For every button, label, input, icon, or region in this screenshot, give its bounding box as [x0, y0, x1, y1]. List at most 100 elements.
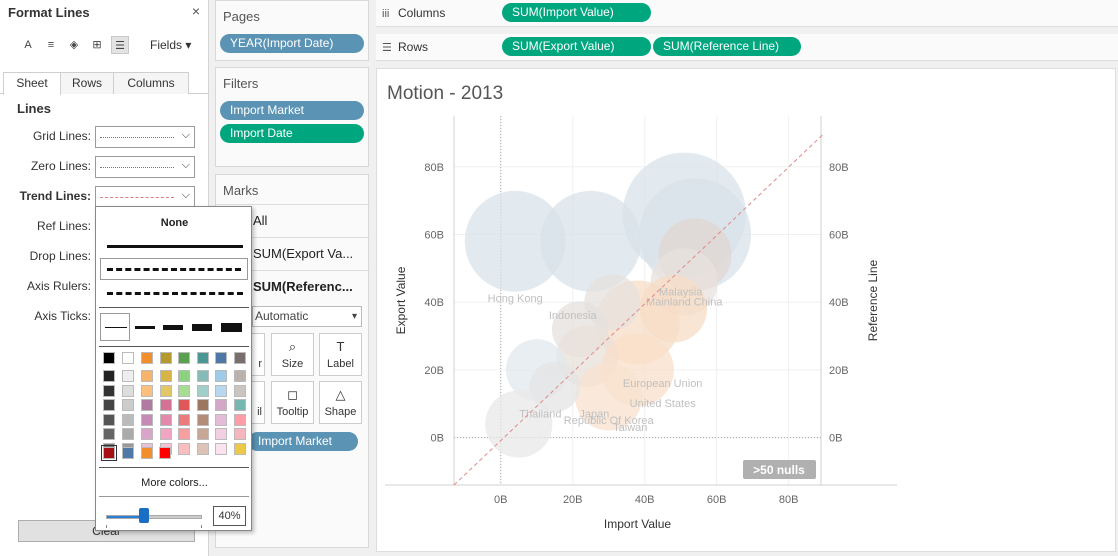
opacity-value-field[interactable]: 40%	[213, 506, 246, 526]
color-swatch[interactable]	[159, 384, 172, 397]
shape-button[interactable]: △ Shape	[319, 381, 362, 424]
size-button[interactable]: ⌕ Size	[271, 333, 314, 376]
color-swatch[interactable]	[103, 352, 115, 364]
rows-pill-reference[interactable]: SUM(Reference Line)	[653, 37, 801, 56]
tab-sheet[interactable]: Sheet	[3, 72, 61, 95]
color-swatch[interactable]	[178, 399, 190, 411]
weight-option-5[interactable]	[221, 323, 242, 332]
more-colors-link[interactable]: More colors...	[141, 477, 208, 489]
color-swatch[interactable]	[122, 413, 134, 426]
color-swatch[interactable]	[233, 352, 246, 364]
color-swatch[interactable]	[103, 370, 115, 382]
weight-option-2[interactable]	[135, 326, 155, 329]
close-icon[interactable]: ×	[191, 3, 200, 19]
fields-dropdown[interactable]: Fields ▾	[150, 38, 191, 52]
color-swatch[interactable]	[196, 442, 209, 455]
color-swatch[interactable]	[103, 413, 115, 426]
color-swatch[interactable]	[178, 384, 190, 397]
borders-icon[interactable]: ⊞	[92, 39, 102, 51]
detail-pill-import-market[interactable]: Import Market	[248, 432, 358, 451]
data-bubble[interactable]	[529, 361, 580, 413]
color-swatch[interactable]	[215, 352, 227, 364]
weight-option-4[interactable]	[192, 324, 212, 331]
color-swatch[interactable]	[141, 413, 153, 426]
marks-row-export[interactable]: SUM(Export Va...	[216, 237, 370, 270]
data-bubble[interactable]	[540, 190, 642, 292]
color-swatch[interactable]	[159, 352, 172, 364]
color-swatch[interactable]	[233, 428, 246, 440]
color-swatch[interactable]	[159, 399, 172, 411]
color-swatch[interactable]	[159, 428, 172, 440]
columns-pill[interactable]: SUM(Import Value)	[502, 3, 651, 22]
color-swatch[interactable]	[141, 370, 153, 382]
recent-color-swatch[interactable]	[141, 447, 153, 459]
color-swatch[interactable]	[159, 370, 172, 382]
color-swatch[interactable]	[141, 428, 153, 440]
color-swatch[interactable]	[215, 370, 227, 382]
color-swatch[interactable]	[196, 384, 209, 397]
color-swatch[interactable]	[178, 370, 190, 382]
color-swatch[interactable]	[103, 384, 115, 397]
color-swatch[interactable]	[233, 442, 246, 455]
pages-pill[interactable]: YEAR(Import Date)	[220, 34, 364, 53]
color-swatch[interactable]	[215, 442, 227, 455]
color-swatch[interactable]	[122, 399, 134, 411]
color-swatch[interactable]	[103, 428, 115, 440]
color-swatch[interactable]	[122, 428, 134, 440]
color-swatch[interactable]	[215, 428, 227, 440]
color-swatch[interactable]	[122, 352, 134, 364]
color-swatch[interactable]	[178, 428, 190, 440]
color-swatch[interactable]	[233, 399, 246, 411]
filter-pill-import-market[interactable]: Import Market	[220, 101, 364, 120]
nulls-badge[interactable]	[743, 460, 816, 479]
dashed-line-option[interactable]	[100, 258, 248, 280]
color-swatch[interactable]	[233, 370, 246, 382]
color-swatch[interactable]	[103, 399, 115, 411]
color-swatch[interactable]	[141, 399, 153, 411]
color-swatch[interactable]	[196, 352, 209, 364]
lines-icon[interactable]: ☰	[111, 36, 129, 54]
color-swatch[interactable]	[178, 442, 190, 455]
color-swatch[interactable]	[122, 370, 134, 382]
color-swatch[interactable]	[215, 413, 227, 426]
label-button[interactable]: T Label	[319, 333, 362, 376]
color-swatch[interactable]	[196, 428, 209, 440]
marks-row-all[interactable]: All	[216, 204, 370, 237]
dotted-line-option[interactable]	[107, 292, 243, 295]
recent-color-swatch[interactable]	[122, 447, 134, 459]
zero-lines-select[interactable]: ⌵	[95, 156, 195, 178]
color-swatch[interactable]	[178, 352, 190, 364]
recent-color-swatch[interactable]	[159, 447, 171, 459]
trend-lines-select[interactable]: ⌵	[95, 186, 195, 208]
weight-option-1[interactable]	[100, 313, 130, 341]
shading-icon[interactable]: ◈	[69, 39, 79, 51]
color-swatch[interactable]	[196, 413, 209, 426]
color-swatch[interactable]	[215, 384, 227, 397]
color-swatch[interactable]	[122, 384, 134, 397]
solid-line-option[interactable]	[107, 245, 243, 248]
recent-color-swatch[interactable]	[101, 445, 117, 461]
trend-line[interactable]	[453, 132, 825, 486]
color-swatch[interactable]	[215, 399, 227, 411]
none-option[interactable]: None	[160, 217, 189, 229]
mark-type-select[interactable]: Automatic ▾	[252, 306, 362, 327]
opacity-slider-thumb[interactable]	[139, 508, 150, 523]
alignment-icon[interactable]: ≡	[47, 39, 55, 51]
weight-option-3[interactable]	[163, 325, 183, 330]
color-swatch[interactable]	[196, 370, 209, 382]
filter-pill-import-date[interactable]: Import Date	[220, 124, 364, 143]
rows-pill-export[interactable]: SUM(Export Value)	[502, 37, 651, 56]
color-swatch[interactable]	[159, 413, 172, 426]
color-swatch[interactable]	[141, 352, 153, 364]
tab-rows[interactable]: Rows	[60, 72, 114, 94]
tooltip-button[interactable]: ◻ Tooltip	[271, 381, 314, 424]
color-swatch[interactable]	[141, 384, 153, 397]
data-bubble[interactable]	[464, 190, 566, 292]
color-swatch[interactable]	[178, 413, 190, 426]
color-swatch[interactable]	[233, 413, 246, 426]
marks-row-reference[interactable]: SUM(Referenc...	[216, 270, 370, 303]
font-icon[interactable]: A	[24, 39, 32, 51]
grid-lines-select[interactable]: ⌵	[95, 126, 195, 148]
opacity-slider-track[interactable]	[106, 515, 202, 519]
